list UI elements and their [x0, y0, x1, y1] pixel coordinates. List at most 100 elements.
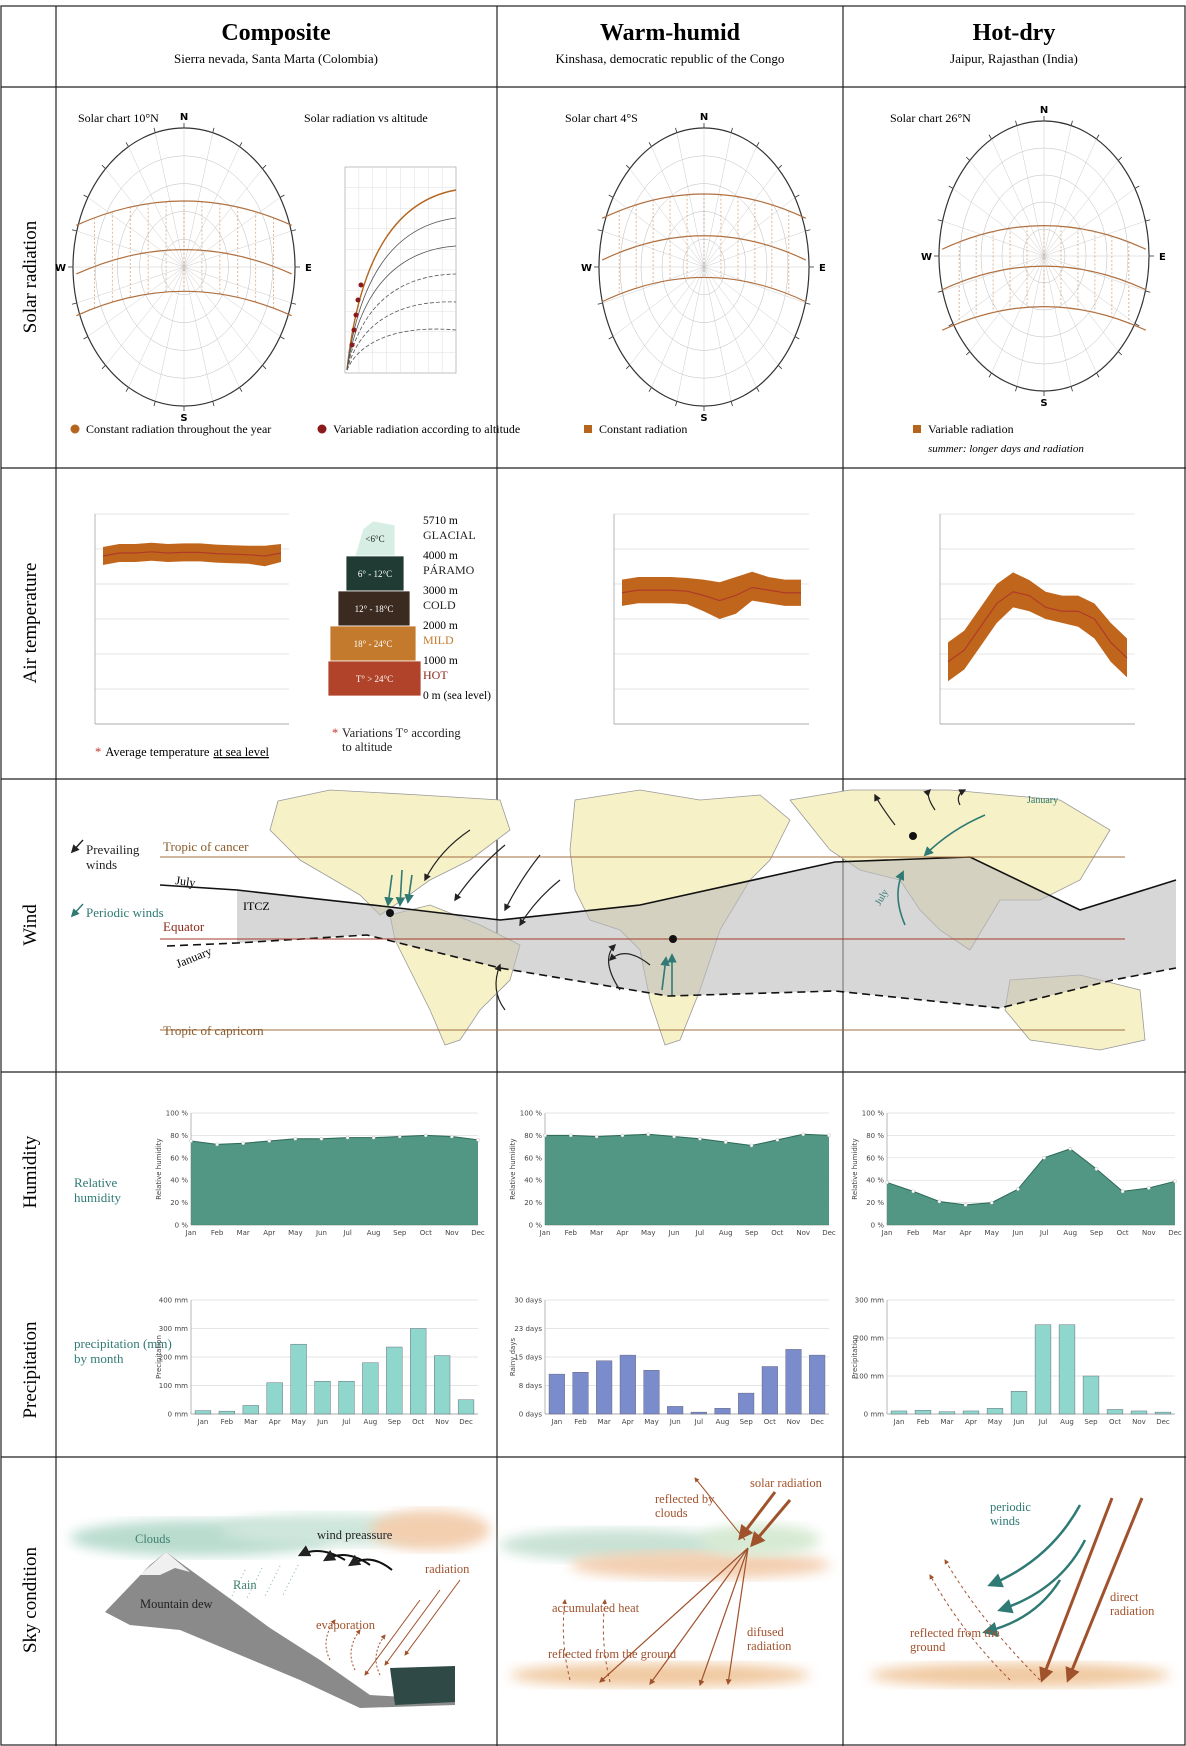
azimuth-tick — [1134, 185, 1140, 189]
azimuth-tick — [279, 336, 285, 340]
label: Warm-humid — [600, 20, 741, 46]
label: Aug — [1060, 1418, 1074, 1426]
label: Nov — [445, 1229, 459, 1237]
label: Rain — [233, 1578, 257, 1592]
cloud — [570, 1551, 830, 1579]
point — [293, 1136, 298, 1141]
label: MILD — [423, 633, 454, 647]
point — [267, 1139, 272, 1143]
label: wind preassure — [317, 1528, 393, 1542]
text-block: Relative humidity — [74, 1176, 121, 1205]
point — [749, 1143, 754, 1148]
solar-arrow — [750, 1499, 792, 1548]
label: Relative humidity — [74, 1176, 121, 1205]
label: radiation — [425, 1562, 470, 1576]
wind-arrow — [608, 953, 651, 966]
note-text: Average temperature — [105, 745, 210, 759]
label: Sky condition — [20, 1546, 41, 1653]
azimuth-line — [703, 197, 796, 268]
label: Mar — [933, 1229, 946, 1237]
label: Sep — [388, 1418, 402, 1426]
label: * — [332, 726, 338, 740]
mountain-snow — [140, 1552, 190, 1575]
radiation-arrow — [384, 1589, 441, 1666]
azimuth-tick — [948, 185, 954, 189]
azimuth-line — [183, 146, 240, 268]
city-dot — [669, 935, 677, 943]
text-block: solar radiation — [750, 1476, 822, 1490]
label: Variable radiation — [928, 422, 1014, 436]
bar — [1034, 1324, 1052, 1415]
azimuth-line — [155, 266, 185, 402]
azimuth-line — [703, 146, 757, 268]
label: May — [984, 1229, 998, 1237]
azimuth-tick — [83, 336, 89, 340]
azimuth-tick — [101, 365, 106, 370]
azimuth-line — [1043, 160, 1119, 257]
azimuth-tick — [648, 387, 652, 392]
y-tick-label: 80 % — [524, 1132, 542, 1140]
rain — [229, 1569, 246, 1601]
azimuth-tick — [794, 194, 800, 198]
bar — [785, 1349, 802, 1415]
itcz-band — [237, 857, 1176, 1008]
point — [371, 1135, 376, 1140]
y-tick-label: 200 mm — [855, 1335, 884, 1343]
point — [698, 1136, 702, 1141]
azimuth-line — [612, 197, 705, 268]
point — [241, 1141, 245, 1146]
label: Aug — [367, 1229, 381, 1237]
label: Apr — [263, 1229, 275, 1237]
point — [1120, 1189, 1125, 1194]
y-tick-label: 0 mm — [864, 1411, 884, 1419]
label: 1000 m — [423, 655, 458, 667]
label: May — [644, 1418, 658, 1426]
bar — [410, 1328, 427, 1415]
azimuth-tick — [71, 229, 77, 232]
label: Nov — [1142, 1229, 1156, 1237]
label: Aug — [716, 1418, 730, 1426]
wind-arrow — [895, 870, 906, 926]
azimuth-tick — [262, 365, 267, 370]
azimuth-line — [1043, 125, 1072, 257]
label: N — [180, 112, 188, 123]
note-underlined: at sea level — [213, 745, 269, 759]
bar — [643, 1370, 660, 1415]
label: Aug — [1063, 1229, 1077, 1237]
temperature-band — [103, 542, 281, 567]
y-tick-label: 8 days — [519, 1382, 543, 1390]
diffuse-ray — [698, 1547, 749, 1687]
legend-marker — [913, 425, 921, 433]
label: Equator — [163, 919, 205, 934]
azimuth-line — [703, 266, 732, 402]
temperature-band — [622, 571, 801, 619]
y-tick-label: 60 % — [866, 1154, 884, 1162]
label: direct radiation — [1110, 1590, 1155, 1619]
azimuth-tick — [965, 156, 971, 161]
periodic-wind-arrow — [982, 1579, 1062, 1637]
azimuth-line — [651, 266, 705, 388]
label: Apr — [965, 1418, 977, 1426]
point — [1173, 1179, 1177, 1184]
azimuth-tick — [730, 127, 733, 133]
wind-arrow — [404, 874, 414, 904]
text-block: Variations T° according to altitude — [342, 726, 461, 754]
label: Aug — [719, 1229, 733, 1237]
wind-arrow — [454, 844, 506, 902]
label: Mar — [590, 1229, 603, 1237]
label: Oct — [420, 1229, 432, 1237]
azimuth-line — [105, 266, 185, 366]
label: E — [819, 263, 826, 274]
label: Nov — [787, 1418, 801, 1426]
label: Relative humidity — [155, 1138, 163, 1199]
azimuth-tick — [125, 142, 129, 147]
y-tick-label: 80 % — [170, 1132, 188, 1140]
cloud — [510, 1663, 810, 1687]
label: Constant radiation throughout the year — [86, 422, 271, 436]
area — [887, 1148, 1175, 1225]
text-block: radiation — [425, 1562, 470, 1576]
azimuth-tick — [101, 164, 106, 169]
y-tick-label: 20 % — [866, 1199, 884, 1207]
label: Aug — [364, 1418, 378, 1426]
y-tick-label: 100 % — [166, 1110, 189, 1118]
